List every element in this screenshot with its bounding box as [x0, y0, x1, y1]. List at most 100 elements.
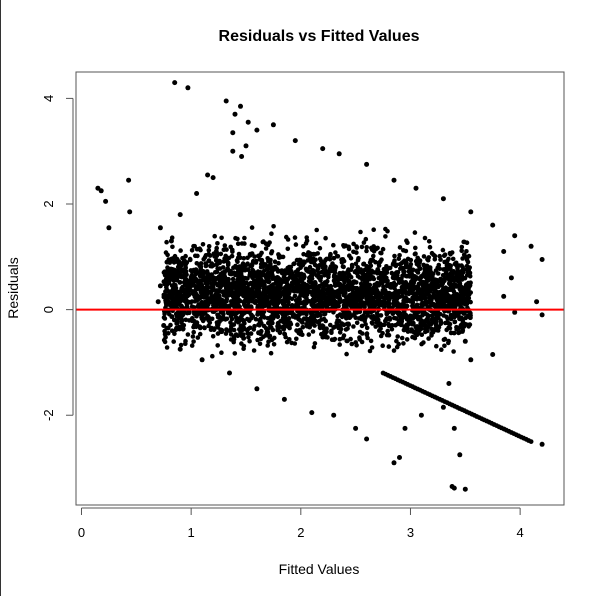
cloud-point — [380, 246, 386, 252]
cloud-point — [384, 283, 390, 289]
cloud-point — [296, 273, 302, 279]
cloud-point — [404, 322, 410, 328]
cloud-point — [244, 262, 250, 267]
cloud-point — [295, 322, 300, 328]
cloud-point — [275, 275, 281, 281]
cloud-point — [391, 280, 397, 286]
cloud-point — [400, 280, 406, 285]
cloud-point — [382, 322, 387, 328]
cloud-point — [267, 301, 273, 306]
cloud-point — [215, 325, 220, 330]
cloud-point — [426, 239, 432, 244]
cloud-point — [348, 336, 353, 342]
residual-point — [413, 185, 419, 191]
cloud-point — [449, 272, 455, 277]
cloud-point — [397, 288, 402, 294]
cloud-point — [166, 278, 172, 284]
cloud-point — [269, 249, 275, 254]
cloud-point — [332, 289, 338, 295]
cloud-point — [181, 272, 187, 278]
cloud-point — [435, 279, 440, 285]
x-tick-label: 3 — [407, 525, 414, 540]
cloud-point — [273, 280, 278, 286]
cloud-point — [258, 292, 264, 297]
cloud-point — [252, 254, 257, 259]
cloud-point — [415, 286, 420, 291]
cloud-point — [284, 339, 290, 345]
cloud-point — [298, 265, 303, 271]
cloud-point — [222, 269, 228, 275]
cloud-point — [373, 293, 379, 299]
cloud-point — [393, 273, 398, 279]
y-tick-label: -2 — [41, 409, 56, 421]
cloud-point — [215, 343, 220, 348]
cloud-point — [401, 300, 406, 306]
cloud-point — [317, 256, 323, 262]
cloud-point — [453, 300, 459, 305]
cloud-point — [376, 263, 382, 268]
cloud-point — [183, 276, 189, 282]
cloud-point — [331, 293, 337, 299]
cloud-point — [467, 265, 473, 270]
cloud-point — [368, 338, 374, 344]
cloud-point — [266, 290, 271, 296]
cloud-point — [393, 263, 399, 269]
cloud-point — [251, 268, 256, 274]
cloud-point — [282, 268, 288, 273]
cloud-point — [451, 330, 457, 336]
cloud-point — [333, 250, 338, 255]
cloud-point — [250, 314, 256, 319]
cloud-point — [385, 328, 391, 334]
cloud-point — [376, 321, 382, 326]
cloud-point — [252, 323, 257, 329]
residual-points — [95, 80, 545, 492]
cloud-point — [355, 257, 361, 263]
cloud-point — [415, 255, 421, 261]
cloud-point — [242, 280, 247, 286]
trail-point — [528, 439, 534, 444]
cloud-point — [449, 276, 455, 281]
cloud-point — [422, 302, 427, 307]
cloud-point — [245, 298, 251, 303]
cloud-point — [215, 289, 220, 295]
cloud-point — [435, 271, 441, 276]
cloud-point — [210, 334, 216, 339]
cloud-point — [410, 303, 415, 309]
cloud-point — [301, 244, 306, 249]
cloud-point — [226, 289, 232, 295]
cloud-point — [417, 260, 422, 265]
cloud-point — [169, 302, 174, 308]
cloud-point — [188, 257, 193, 263]
cloud-point — [392, 290, 398, 295]
cloud-point — [426, 255, 432, 260]
cloud-point — [241, 346, 246, 352]
cloud-point — [419, 281, 425, 286]
cloud-point — [312, 252, 318, 257]
cloud-point — [235, 236, 240, 242]
cloud-point — [256, 270, 262, 276]
cloud-point — [312, 262, 318, 268]
cloud-point — [380, 343, 386, 349]
cloud-point — [281, 325, 286, 331]
cloud-point — [376, 317, 381, 323]
cloud-point — [447, 316, 453, 321]
cloud-point — [262, 285, 267, 290]
residual-point — [292, 138, 298, 144]
residual-point — [126, 177, 132, 183]
cloud-point — [369, 304, 374, 310]
cloud-point — [317, 245, 323, 251]
cloud-point — [416, 317, 421, 322]
cloud-point — [421, 262, 426, 268]
cloud-point — [329, 268, 334, 274]
cloud-point — [329, 330, 334, 336]
residual-point — [440, 404, 446, 410]
cloud-point — [419, 341, 424, 347]
cloud-point — [245, 267, 250, 272]
y-tick-label: 4 — [41, 95, 56, 102]
cloud-point — [164, 345, 170, 350]
cloud-point — [429, 297, 434, 303]
cloud-point — [241, 300, 247, 305]
cloud-point — [245, 330, 250, 336]
cloud-point — [252, 300, 258, 306]
cloud-point — [239, 341, 244, 346]
